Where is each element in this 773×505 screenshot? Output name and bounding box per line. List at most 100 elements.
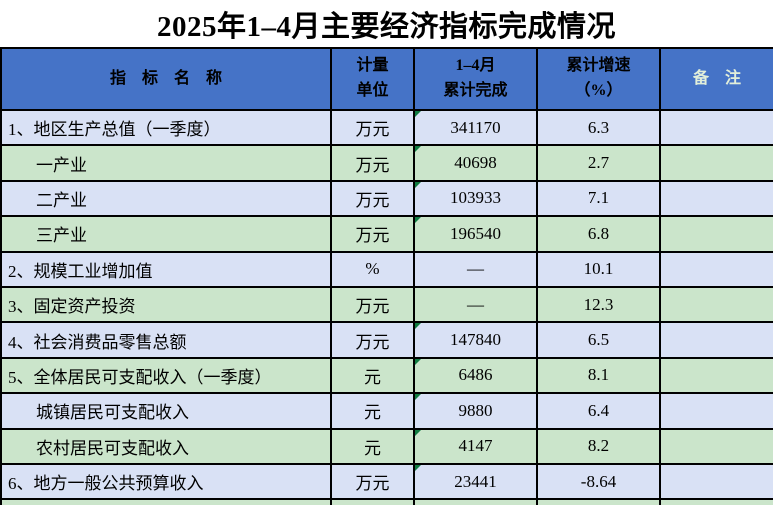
remark-cell[interactable] (659, 250, 773, 288)
table-row: 城镇居民可支配收入 元 9880 6.4 (0, 392, 773, 430)
remark-cell[interactable] (659, 108, 773, 147)
table-row: 5、全体居民可支配收入（一季度） 元 6486 8.1 (0, 356, 773, 395)
unit-cell[interactable]: 元 (330, 356, 415, 395)
table-row: 1、地区生产总值（一季度） 万元 341170 6.3 (0, 108, 773, 147)
unit-cell[interactable]: 万元 (330, 285, 415, 324)
value-text: 23441 (454, 471, 497, 491)
header-unit-line2: 单位 (356, 82, 389, 99)
growth-cell[interactable]: 6.8 (536, 215, 661, 253)
growth-cell[interactable]: 10.1 (536, 250, 661, 288)
number-stored-as-text-indicator-icon (416, 147, 421, 153)
value-cell[interactable]: 6486 (413, 356, 538, 395)
value-cell[interactable]: 23441 (413, 462, 538, 501)
growth-cell[interactable]: 8.2 (536, 427, 661, 465)
indicator-name-cell[interactable]: 4、社会消费品零售总额 (0, 321, 332, 359)
growth-cell[interactable]: 6.4 (536, 392, 661, 430)
indicator-name-cell[interactable]: 2、规模工业增加值 (0, 250, 332, 288)
table-header: 指 标 名 称 计量 单位 1–4月 累计完成 累计增速 （%） 备 注 (0, 47, 773, 111)
unit-cell[interactable]: 万元 (330, 179, 415, 218)
table-body: 1、地区生产总值（一季度） 万元 341170 6.3 一产业 万元 40698… (0, 108, 773, 505)
header-unit-line1: 计量 (356, 57, 389, 75)
unit-cell[interactable]: 万元 (330, 462, 415, 501)
unit-cell[interactable]: 元 (330, 427, 415, 465)
value-cell[interactable]: 196540 (413, 215, 538, 253)
indicator-name-cell[interactable] (0, 498, 332, 505)
table-row: 2、规模工业增加值 % — 10.1 (0, 250, 773, 288)
number-stored-as-text-indicator-icon (416, 218, 421, 224)
indicator-name-cell[interactable]: 二产业 (0, 179, 332, 218)
table-row: 4、社会消费品零售总额 万元 147840 6.5 (0, 321, 773, 359)
value-cell[interactable]: 147840 (413, 321, 538, 359)
unit-cell[interactable]: 万元 (330, 144, 415, 182)
growth-cell[interactable]: 6.5 (536, 321, 661, 359)
indicator-name-cell[interactable]: 1、地区生产总值（一季度） (0, 108, 332, 147)
growth-cell[interactable]: 6.3 (536, 108, 661, 147)
value-cell[interactable]: 40698 (413, 144, 538, 182)
growth-cell[interactable]: 2.7 (536, 144, 661, 182)
growth-cell[interactable]: -8.64 (536, 462, 661, 501)
header-growth-line2: （%） (574, 82, 623, 99)
number-stored-as-text-indicator-icon (416, 359, 421, 365)
header-completed[interactable]: 1–4月 累计完成 (413, 47, 538, 111)
number-stored-as-text-indicator-icon (416, 324, 421, 330)
table-row: 一产业 万元 40698 2.7 (0, 144, 773, 182)
indicator-name-cell[interactable]: 6、地方一般公共预算收入 (0, 462, 332, 501)
indicator-name-cell[interactable]: 5、全体居民可支配收入（一季度） (0, 356, 332, 395)
remark-cell[interactable] (659, 392, 773, 430)
remark-cell[interactable] (659, 285, 773, 324)
header-unit[interactable]: 计量 单位 (330, 47, 415, 111)
economic-indicators-table: 指 标 名 称 计量 单位 1–4月 累计完成 累计增速 （%） 备 注 1、地… (0, 47, 773, 505)
header-indicator-name[interactable]: 指 标 名 称 (0, 47, 332, 111)
growth-cell[interactable]: 8.1 (536, 356, 661, 395)
value-cell[interactable]: — (413, 285, 538, 324)
indicator-name-cell[interactable]: 农村居民可支配收入 (0, 427, 332, 465)
unit-cell[interactable] (330, 498, 415, 505)
table-row: 二产业 万元 103933 7.1 (0, 179, 773, 218)
indicator-name-cell[interactable]: 3、固定资产投资 (0, 285, 332, 324)
number-stored-as-text-indicator-icon (416, 182, 421, 188)
remark-cell[interactable] (659, 356, 773, 395)
value-text: 9880 (458, 400, 493, 420)
unit-cell[interactable]: % (330, 250, 415, 288)
unit-cell[interactable]: 万元 (330, 108, 415, 147)
growth-cell[interactable]: 7.1 (536, 179, 661, 218)
number-stored-as-text-indicator-icon (416, 395, 421, 401)
remark-cell[interactable] (659, 321, 773, 359)
remark-cell[interactable] (659, 427, 773, 465)
growth-cell[interactable] (536, 498, 661, 505)
remark-cell[interactable] (659, 144, 773, 182)
value-cell[interactable]: 103933 (413, 179, 538, 218)
header-remark[interactable]: 备 注 (659, 47, 773, 111)
remark-cell[interactable] (659, 179, 773, 218)
table-row: 3、固定资产投资 万元 — 12.3 (0, 285, 773, 324)
unit-cell[interactable]: 元 (330, 392, 415, 430)
growth-cell[interactable]: 12.3 (536, 285, 661, 324)
partial-row (0, 498, 773, 505)
value-text: 6486 (458, 365, 493, 385)
value-cell[interactable]: 4147 (413, 427, 538, 465)
unit-cell[interactable]: 万元 (330, 321, 415, 359)
value-text: 103933 (450, 188, 501, 208)
indicator-name-cell[interactable]: 城镇居民可支配收入 (0, 392, 332, 430)
table-row: 三产业 万元 196540 6.8 (0, 215, 773, 253)
value-cell[interactable] (413, 498, 538, 505)
value-cell[interactable]: — (413, 250, 538, 288)
header-completed-line1: 1–4月 (455, 57, 496, 75)
table-row: 农村居民可支配收入 元 4147 8.2 (0, 427, 773, 465)
value-cell[interactable]: 9880 (413, 392, 538, 430)
header-growth[interactable]: 累计增速 （%） (536, 47, 661, 111)
indicator-name-cell[interactable]: 一产业 (0, 144, 332, 182)
header-completed-line2: 累计完成 (443, 82, 508, 99)
table-row: 6、地方一般公共预算收入 万元 23441 -8.64 (0, 462, 773, 501)
value-cell[interactable]: 341170 (413, 108, 538, 147)
indicator-name-cell[interactable]: 三产业 (0, 215, 332, 253)
value-text: — (467, 259, 484, 279)
unit-cell[interactable]: 万元 (330, 215, 415, 253)
number-stored-as-text-indicator-icon (416, 430, 421, 436)
page-title: 2025年1–4月主要经济指标完成情况 (156, 10, 616, 43)
remark-cell[interactable] (659, 215, 773, 253)
remark-cell[interactable] (659, 498, 773, 505)
value-text: — (467, 294, 484, 314)
remark-cell[interactable] (659, 462, 773, 501)
